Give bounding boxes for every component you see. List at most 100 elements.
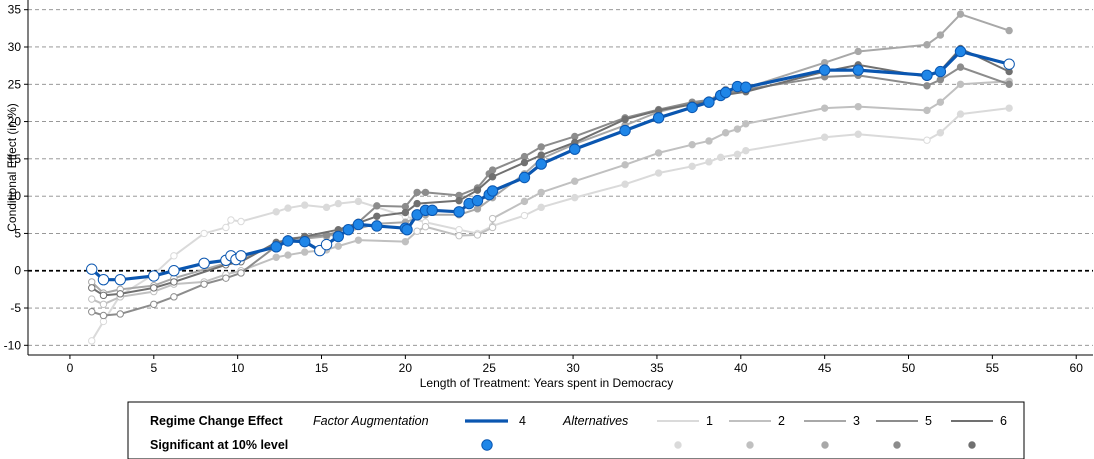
alt-series-5-point xyxy=(88,308,96,316)
alt-series-5-point xyxy=(1005,80,1013,88)
alt-series-1-point xyxy=(716,153,725,162)
alternative-series-layer xyxy=(88,10,1013,345)
alt-series-1-point xyxy=(222,223,230,232)
alt-series-3-point xyxy=(854,47,862,56)
main-series-point xyxy=(352,218,365,231)
alt-series-1-point xyxy=(322,203,331,212)
main-series-point xyxy=(198,257,210,269)
main-series-point xyxy=(720,86,732,99)
alt-series-5-point xyxy=(421,188,430,197)
main-series-point xyxy=(114,273,126,286)
alt-series-5-point xyxy=(520,152,529,161)
y-tick-label: 0 xyxy=(14,264,21,278)
alt-series-2-point xyxy=(923,106,931,115)
alt-series-2-point xyxy=(272,253,280,262)
alt-series-2-point xyxy=(99,300,108,308)
alt-series-2-point xyxy=(520,197,529,206)
y-tick-label: 25 xyxy=(8,77,22,91)
alt-series-2-point xyxy=(722,129,730,137)
alt-series-2-point xyxy=(413,227,421,235)
y-tick-label: 10 xyxy=(8,189,22,203)
main-series-layer xyxy=(86,45,1015,286)
alt-series-5-point xyxy=(200,280,208,288)
alt-series-1-point xyxy=(621,180,629,188)
main-series-point xyxy=(86,263,98,275)
legend-factor-augmentation: Factor Augmentation xyxy=(313,414,429,428)
x-tick-label: 55 xyxy=(986,361,1000,375)
main-series-point xyxy=(342,224,355,236)
alt-series-2-point xyxy=(88,295,96,303)
legend-alt-5-label: 5 xyxy=(925,414,932,428)
alt-series-1-point xyxy=(301,201,309,209)
main-series-point xyxy=(934,65,947,78)
main-series-point xyxy=(401,224,413,236)
legend-alt-3-sig-marker xyxy=(821,441,829,449)
main-series-point xyxy=(569,143,581,155)
alt-series-1-point xyxy=(334,199,342,208)
y-tick-label: -10 xyxy=(4,338,22,352)
alt-series-3-point xyxy=(956,10,965,18)
alt-series-1-point xyxy=(742,146,750,155)
y-axis-title: Conditional Effect (in %) xyxy=(5,103,19,232)
x-tick-label: 5 xyxy=(150,361,157,375)
legend-main-label: 4 xyxy=(519,414,526,428)
main-series-point xyxy=(453,206,465,218)
alt-series-3-point xyxy=(88,278,96,286)
alt-series-2-point xyxy=(473,231,482,239)
y-tick-label: 35 xyxy=(8,3,22,17)
main-series-point xyxy=(270,241,282,253)
alt-series-2-point xyxy=(705,137,713,145)
alt-series-1-point xyxy=(354,197,363,206)
alt-series-5-point xyxy=(237,269,245,277)
x-tick-label: 10 xyxy=(231,361,245,375)
alt-series-2-point xyxy=(537,188,545,197)
main-series-point xyxy=(852,64,864,76)
alt-series-6-point xyxy=(401,208,410,217)
alt-series-6-point xyxy=(413,199,421,208)
alt-series-1-point xyxy=(88,337,96,345)
alt-series-2-point xyxy=(334,242,342,250)
y-tick-label: 15 xyxy=(8,152,22,166)
alt-series-3-point xyxy=(473,205,482,213)
alt-series-2-point xyxy=(854,102,862,111)
alt-series-1-point xyxy=(272,208,280,216)
alt-series-1-point xyxy=(520,211,529,220)
alt-series-3-point xyxy=(936,31,945,39)
main-series-point xyxy=(921,69,933,82)
main-series-point xyxy=(740,81,752,93)
alt-series-5-point xyxy=(150,300,158,308)
main-series-point xyxy=(652,112,665,124)
legend-alt-3-label: 3 xyxy=(853,414,860,428)
alt-series-1-point xyxy=(705,158,713,166)
main-series-point xyxy=(332,230,344,243)
alt-series-2-point xyxy=(733,125,742,133)
alt-series-1-point xyxy=(284,204,292,212)
alt-series-5-point xyxy=(222,274,230,282)
legend-main-sig-marker xyxy=(481,439,493,451)
alt-series-6-point xyxy=(150,284,158,292)
legend-alt-5-sig-marker xyxy=(893,441,901,449)
main-series-point xyxy=(471,194,484,207)
x-tick-label: 40 xyxy=(734,361,748,375)
alt-series-1-point xyxy=(237,217,245,226)
main-series-point xyxy=(619,124,631,137)
main-series-point xyxy=(235,250,247,262)
alt-series-6-point xyxy=(621,115,629,124)
main-series-point xyxy=(686,101,698,114)
x-tick-label: 45 xyxy=(818,361,832,375)
alt-series-1-point xyxy=(936,129,945,137)
alt-series-2-point xyxy=(936,98,945,106)
main-series-point xyxy=(148,270,160,282)
main-series-point xyxy=(518,171,531,184)
legend-regime-change-title: Regime Change Effect xyxy=(150,414,284,428)
main-series-point xyxy=(299,235,311,248)
alt-series-5-point xyxy=(537,143,545,151)
alt-series-1-point xyxy=(654,169,663,177)
main-series-point xyxy=(371,220,383,232)
main-series-point xyxy=(703,96,715,108)
main-series-point xyxy=(1003,58,1015,70)
alt-series-2-point xyxy=(820,104,829,112)
alt-series-1-point xyxy=(227,216,235,224)
alt-series-5-point xyxy=(99,311,108,320)
alt-series-2-point xyxy=(654,149,663,157)
